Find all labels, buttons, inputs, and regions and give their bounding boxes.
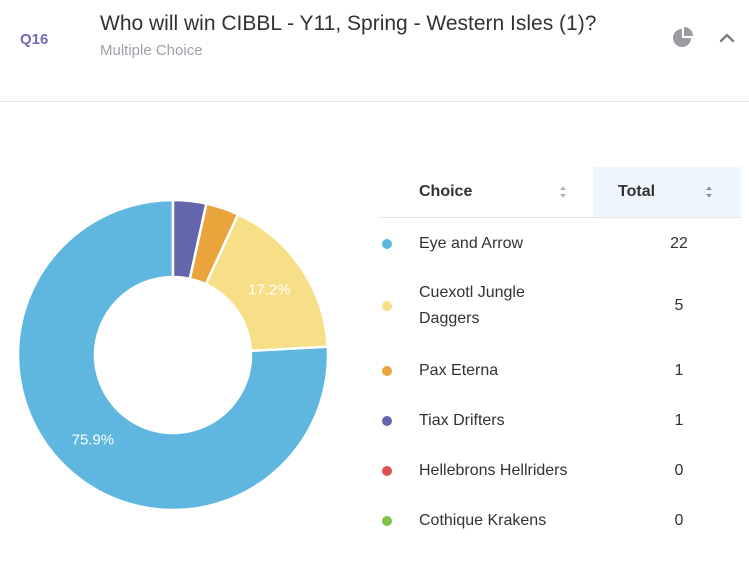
column-header-choice-label: Choice xyxy=(419,183,473,200)
table-header: Choice Total xyxy=(379,167,741,218)
table-row[interactable]: Tiax Drifters 1 xyxy=(379,408,741,434)
donut-slice-cuexotl-jungle-daggers[interactable] xyxy=(204,212,330,353)
choice-name: Cuexotl Jungle Daggers xyxy=(419,284,525,327)
donut-chart: 75.9% 17.2% xyxy=(16,198,330,512)
choice-total: 5 xyxy=(674,297,684,314)
question-title: Who will win CIBBL - Y11, Spring - Weste… xyxy=(100,12,597,35)
choice-name: Pax Eterna xyxy=(419,362,499,379)
table-row[interactable]: Hellebrons Hellriders 0 xyxy=(379,458,741,484)
table-row[interactable]: Cuexotl Jungle Daggers 5 xyxy=(379,280,741,332)
choice-total: 0 xyxy=(674,512,684,529)
donut-slice-tiax-drifters[interactable] xyxy=(171,198,208,281)
question-type: Multiple Choice xyxy=(100,42,203,59)
legend-dot xyxy=(382,301,392,311)
legend-dot xyxy=(382,466,392,476)
sort-arrows-icon xyxy=(560,186,566,198)
choice-total: 1 xyxy=(674,362,684,379)
table-row[interactable]: Pax Eterna 1 xyxy=(379,358,741,384)
choice-total: 22 xyxy=(670,235,688,252)
choice-name: Hellebrons Hellriders xyxy=(419,462,568,479)
legend-dot xyxy=(382,416,392,426)
legend-dot xyxy=(382,516,392,526)
question-number: Q16 xyxy=(20,31,49,48)
legend-dot xyxy=(382,239,392,249)
chevron-up-icon[interactable] xyxy=(716,28,738,48)
sort-arrows-icon xyxy=(706,186,712,198)
table-row[interactable]: Eye and Arrow 22 xyxy=(379,231,741,257)
pie-chart-icon[interactable] xyxy=(671,27,693,49)
donut-slice-label: 17.2% xyxy=(248,282,291,299)
donut-chart-svg: 75.9% 17.2% xyxy=(16,198,330,512)
results-table: Choice Total Eye and Arrow 22 Cuexotl Ju… xyxy=(379,167,741,529)
choice-name: Eye and Arrow xyxy=(419,235,524,252)
donut-slice-eye-and-arrow[interactable] xyxy=(16,198,330,512)
choice-total: 0 xyxy=(674,462,684,479)
table-row[interactable]: Cothique Krakens 0 xyxy=(379,508,741,534)
column-header-choice[interactable]: Choice xyxy=(379,167,593,217)
choice-name: Cothique Krakens xyxy=(419,512,547,529)
choice-name: Tiax Drifters xyxy=(419,412,505,429)
legend-dot xyxy=(382,366,392,376)
question-header: Q16 Who will win CIBBL - Y11, Spring - W… xyxy=(0,0,749,102)
column-header-total[interactable]: Total xyxy=(593,167,741,217)
donut-slice-label: 75.9% xyxy=(72,432,115,449)
column-header-total-label: Total xyxy=(618,183,656,200)
choice-total: 1 xyxy=(674,412,684,429)
